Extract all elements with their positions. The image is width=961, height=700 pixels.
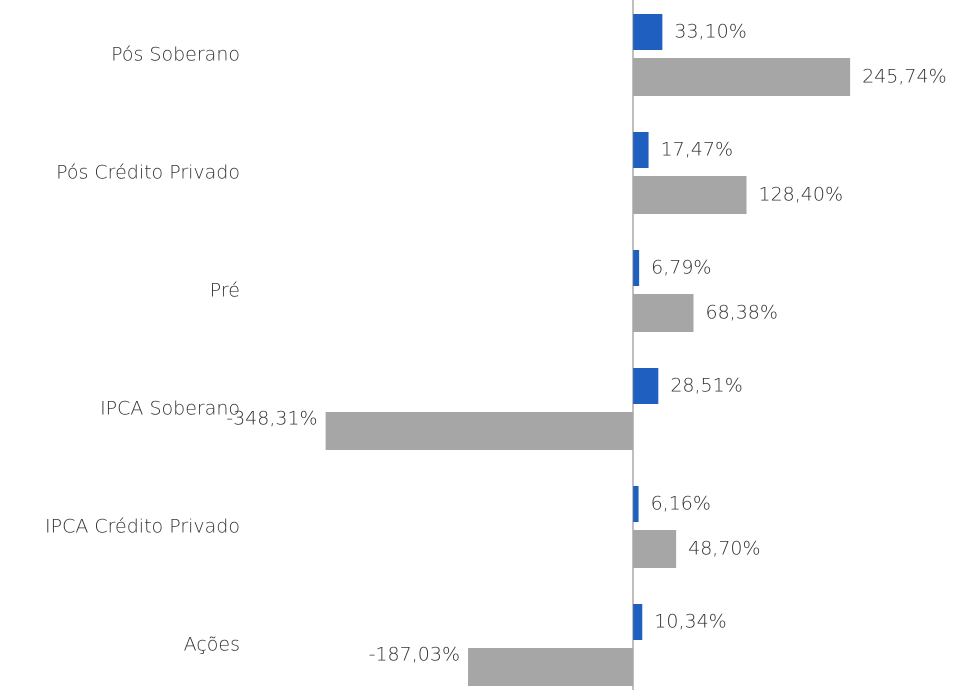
category-label: Pré <box>210 280 240 302</box>
bar <box>633 486 639 522</box>
value-label: 245,74% <box>862 66 947 88</box>
bar <box>633 368 659 404</box>
category-label: Pós Crédito Privado <box>56 162 240 184</box>
value-label: 6,16% <box>651 493 711 515</box>
category-label: IPCA Soberano <box>100 398 240 420</box>
category-label: IPCA Crédito Privado <box>45 516 240 538</box>
value-label: 68,38% <box>706 302 778 324</box>
value-label: 33,10% <box>674 21 746 43</box>
bar <box>633 294 694 332</box>
bar <box>633 14 663 50</box>
bar <box>633 250 640 286</box>
bar <box>325 412 634 450</box>
bar <box>633 530 677 568</box>
value-label: 17,47% <box>661 139 733 161</box>
bar <box>468 648 634 686</box>
category-label: Ações <box>184 634 240 656</box>
value-label: -187,03% <box>369 644 460 666</box>
value-label: 128,40% <box>759 184 844 206</box>
value-label: 48,70% <box>688 538 760 560</box>
value-label: -348,31% <box>226 408 317 430</box>
value-label: 6,79% <box>651 257 711 279</box>
category-label: Pós Soberano <box>111 44 240 66</box>
value-label: 10,34% <box>654 611 726 633</box>
bar <box>633 132 649 168</box>
bar <box>633 176 747 214</box>
value-label: 28,51% <box>670 375 742 397</box>
bar <box>633 58 851 96</box>
bar <box>633 604 643 640</box>
